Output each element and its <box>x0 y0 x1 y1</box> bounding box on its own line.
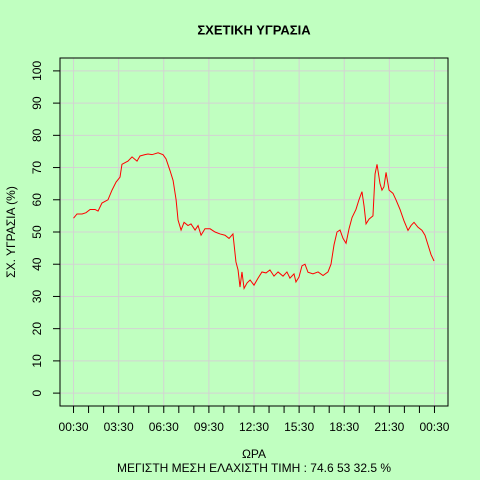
y-tick-label: 60 <box>30 193 44 207</box>
y-tick-label: 10 <box>30 354 44 368</box>
y-tick-label: 70 <box>30 161 44 175</box>
y-tick-label: 20 <box>30 322 44 336</box>
x-axis-label: ΩΡΑ <box>242 447 266 461</box>
x-tick-label: 00:30 <box>59 420 89 434</box>
x-tick-label: 06:30 <box>149 420 179 434</box>
y-tick-label: 50 <box>30 225 44 239</box>
y-axis-label: ΣΧ. ΥΓΡΑΣΙΑ (%) <box>4 186 18 278</box>
x-tick-label: 00:30 <box>419 420 449 434</box>
y-tick-label: 40 <box>30 257 44 271</box>
y-tick-label: 100 <box>30 61 44 81</box>
data-line <box>73 152 435 290</box>
x-tick-label: 15:30 <box>284 420 314 434</box>
x-tick-label: 21:30 <box>374 420 404 434</box>
chart-title: ΣΧΕΤΙΚΗ ΥΓΡΑΣΙΑ <box>197 22 311 37</box>
x-tick-label: 03:30 <box>104 420 134 434</box>
plot-frame <box>59 57 449 407</box>
y-tick-label: 0 <box>30 389 44 396</box>
y-tick-label: 90 <box>30 96 44 110</box>
y-tick-label: 30 <box>30 289 44 303</box>
x-tick-label: 12:30 <box>239 420 269 434</box>
x-tick-label: 18:30 <box>329 420 359 434</box>
x-tick-label: 09:30 <box>194 420 224 434</box>
subtitle: ΜΕΓΙΣΤΗ ΜΕΣΗ ΕΛΑΧΙΣΤΗ ΤΙΜΗ : 74.6 53 32.… <box>117 461 391 475</box>
y-tick-label: 80 <box>30 128 44 142</box>
